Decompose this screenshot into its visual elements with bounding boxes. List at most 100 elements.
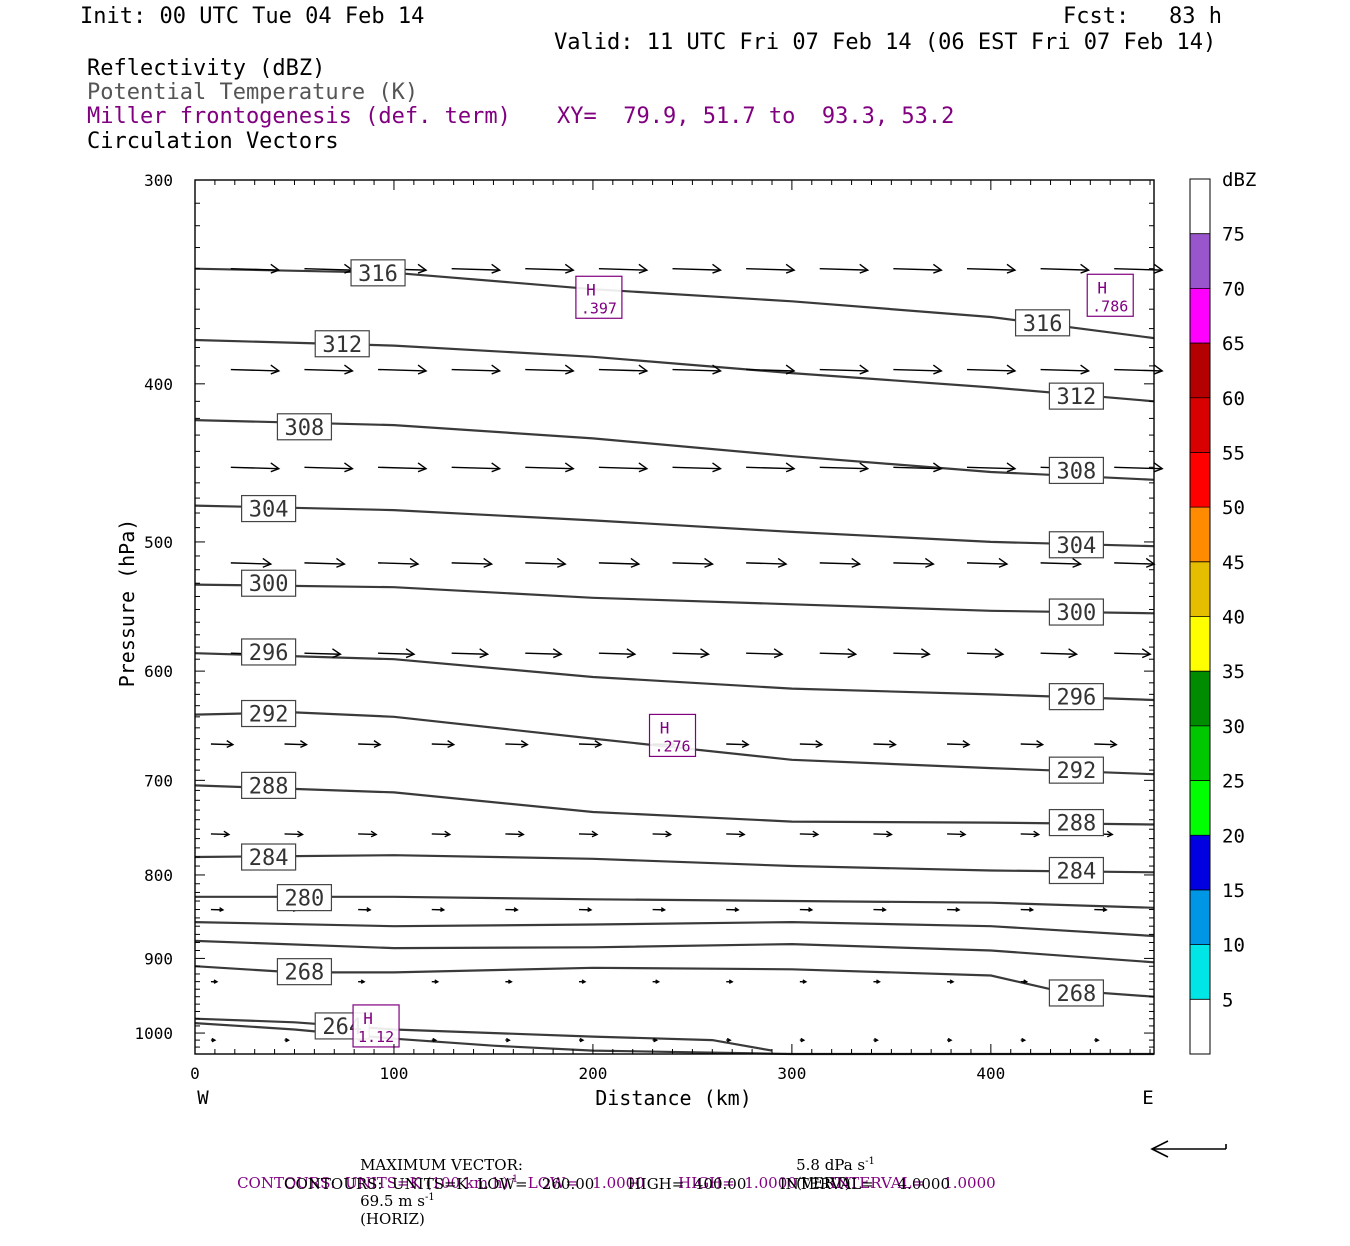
vector-shaft <box>893 269 941 270</box>
vector-head <box>925 558 933 567</box>
x-east-label: E <box>1142 1087 1153 1109</box>
vector-shaft <box>1021 834 1039 835</box>
vector-head <box>631 558 639 567</box>
vector-head <box>848 649 856 658</box>
circulation-vector <box>432 908 444 912</box>
vector-shaft <box>893 653 929 654</box>
circulation-vector <box>653 980 659 983</box>
vector-shaft <box>452 563 492 564</box>
max-vector-horiz-unit: (HORIZ) <box>360 1210 425 1228</box>
vector-shaft <box>673 370 721 371</box>
theta-label-296: 296 <box>242 639 296 666</box>
circulation-vector <box>432 980 438 983</box>
frontogenesis-high: H1.12 <box>353 1005 399 1047</box>
vector-shaft <box>800 744 822 745</box>
vector-head <box>406 649 414 658</box>
circulation-vector <box>378 649 414 658</box>
circulation-vector <box>1041 264 1089 273</box>
high-letter: H <box>363 1009 373 1028</box>
vector-head <box>1007 264 1015 273</box>
vector-head <box>860 463 868 472</box>
circulation-vector <box>893 365 941 374</box>
theta-label-text: 288 <box>249 774 289 799</box>
circulation-vector <box>873 831 891 837</box>
circulation-vector <box>800 831 818 837</box>
vector-head <box>995 649 1003 658</box>
vector-shaft <box>432 744 454 745</box>
vector-shaft <box>358 744 380 745</box>
x-tick-label: 0 <box>190 1064 200 1083</box>
circulation-vector <box>873 908 885 912</box>
circulation-vector <box>304 463 352 472</box>
vector-shaft <box>746 467 794 468</box>
vector-shaft <box>820 563 860 564</box>
vector-shaft <box>304 467 352 468</box>
circulation-vector <box>579 1038 583 1041</box>
theta-contours <box>195 269 1154 1054</box>
high-letter: H <box>1097 278 1107 297</box>
vector-head <box>627 649 635 658</box>
circulation-vector <box>358 908 370 912</box>
vector-shaft <box>304 653 340 654</box>
high-value: .397 <box>581 299 617 317</box>
circulation-vector <box>1041 365 1089 374</box>
theta-contour-300 <box>195 585 1154 614</box>
field-circulation-vectors: Circulation Vectors <box>87 129 339 154</box>
vector-shaft <box>525 269 573 270</box>
vector-shaft <box>726 834 744 835</box>
vector-shaft <box>967 269 1015 270</box>
circulation-vector <box>505 831 523 837</box>
footer: MAXIMUM VECTOR: 69.5 m s-1 (HORIZ) 5.8 d… <box>0 1136 1350 1196</box>
theta-contour-info: CONTOURS: UNITS=K LOW= 260.00 HIGH= 400.… <box>284 1175 950 1193</box>
vector-shaft <box>304 563 344 564</box>
colorbar-level-label: 30 <box>1222 716 1245 738</box>
theta-contour-284 <box>195 855 1154 872</box>
vector-shaft <box>1114 269 1162 270</box>
colorbar-segment <box>1190 726 1210 781</box>
circulation-vector <box>211 908 223 912</box>
x-tick-label: 400 <box>976 1064 1005 1083</box>
circulation-vector <box>1094 908 1106 912</box>
vector-shaft <box>579 744 601 745</box>
circulation-vector <box>304 558 344 567</box>
colorbar-level-label: 55 <box>1222 442 1245 464</box>
circulation-vector <box>1114 264 1162 273</box>
circulation-vector <box>746 264 794 273</box>
circulation-vector <box>505 1038 509 1041</box>
colorbar-level-label: 5 <box>1222 989 1233 1011</box>
x-west-label: W <box>197 1087 209 1109</box>
circulation-vector <box>746 649 782 658</box>
vector-head <box>1007 365 1015 374</box>
colorbar-segment <box>1190 835 1210 890</box>
theta-label-308: 308 <box>1049 457 1103 484</box>
vector-head <box>418 264 426 273</box>
theta-label-292: 292 <box>1049 757 1103 784</box>
vector-shaft <box>452 467 500 468</box>
vector-head <box>1073 558 1081 567</box>
circulation-vector <box>525 463 573 472</box>
y-axis-title: Pressure (hPa) <box>115 519 139 688</box>
circulation-vector <box>505 908 517 912</box>
vector-shaft <box>211 744 233 745</box>
theta-label-300: 300 <box>242 570 296 597</box>
colorbar-level-label: 25 <box>1222 771 1245 793</box>
vector-head <box>786 463 794 472</box>
vector-shaft <box>525 563 565 564</box>
circulation-vector <box>231 264 279 273</box>
circulation-vector <box>579 831 597 837</box>
colorbar-level-label: 50 <box>1222 497 1245 519</box>
colorbar-title: dBZ <box>1222 169 1256 191</box>
vector-shaft <box>873 744 895 745</box>
high-value: 1.12 <box>358 1028 394 1046</box>
circulation-vector <box>579 741 601 748</box>
vector-shaft <box>358 834 376 835</box>
circulation-vector <box>967 558 1007 567</box>
vector-shaft <box>1094 744 1116 745</box>
vector-shaft <box>1021 744 1043 745</box>
y-tick-label: 600 <box>144 662 173 681</box>
vector-head <box>778 558 786 567</box>
vector-shaft <box>285 744 307 745</box>
theta-label-284: 284 <box>242 844 296 871</box>
vector-shaft <box>893 563 933 564</box>
circulation-vector <box>525 365 573 374</box>
